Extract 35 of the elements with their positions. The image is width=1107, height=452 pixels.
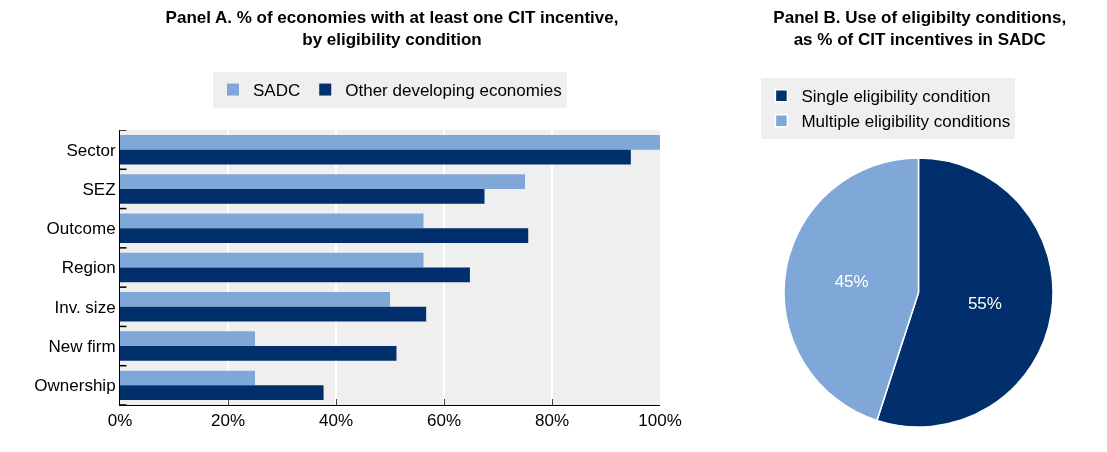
y-tick-label: Region bbox=[61, 258, 116, 278]
x-tick-label: 20% bbox=[210, 411, 246, 431]
bar bbox=[120, 331, 255, 347]
y-tick-label: Outcome bbox=[46, 219, 116, 239]
legend-label: SADC bbox=[253, 81, 301, 101]
y-tick-label: SEZ bbox=[82, 179, 116, 199]
data-label: 55% bbox=[967, 293, 1002, 313]
bar bbox=[120, 267, 470, 283]
bar bbox=[120, 134, 660, 150]
data-label: 45% bbox=[834, 272, 869, 292]
bar bbox=[120, 306, 427, 322]
chart-title: Panel A. % of economies with at least one CIT incentive, by eligibility condition bbox=[165, 7, 619, 49]
chart-title: Panel B. Use of eligibilty conditions, as % of CIT incentives in SADC bbox=[773, 7, 1067, 49]
x-tick-label: 80% bbox=[534, 411, 570, 431]
bar bbox=[120, 213, 424, 229]
x-tick-label: 40% bbox=[318, 411, 354, 431]
bar bbox=[120, 370, 255, 386]
bar bbox=[120, 228, 529, 243]
bar bbox=[120, 188, 485, 204]
x-tick-label: 0% bbox=[107, 411, 133, 431]
bar bbox=[120, 385, 324, 401]
bar bbox=[120, 252, 424, 268]
y-tick-label: Inv. size bbox=[54, 297, 116, 317]
y-tick-label: Sector bbox=[66, 140, 116, 160]
legend-label: Single eligibility condition bbox=[801, 87, 991, 107]
bar bbox=[120, 292, 390, 307]
y-tick-label: New firm bbox=[48, 337, 116, 357]
legend-label: Multiple eligibility conditions bbox=[801, 112, 1011, 132]
y-tick-label: Ownership bbox=[34, 376, 116, 396]
x-tick-label: 60% bbox=[426, 411, 462, 431]
bar bbox=[120, 149, 631, 165]
x-tick-label: 100% bbox=[638, 411, 682, 431]
bar bbox=[120, 346, 397, 361]
legend-label: Other developing economies bbox=[345, 81, 562, 101]
bar bbox=[120, 174, 525, 189]
